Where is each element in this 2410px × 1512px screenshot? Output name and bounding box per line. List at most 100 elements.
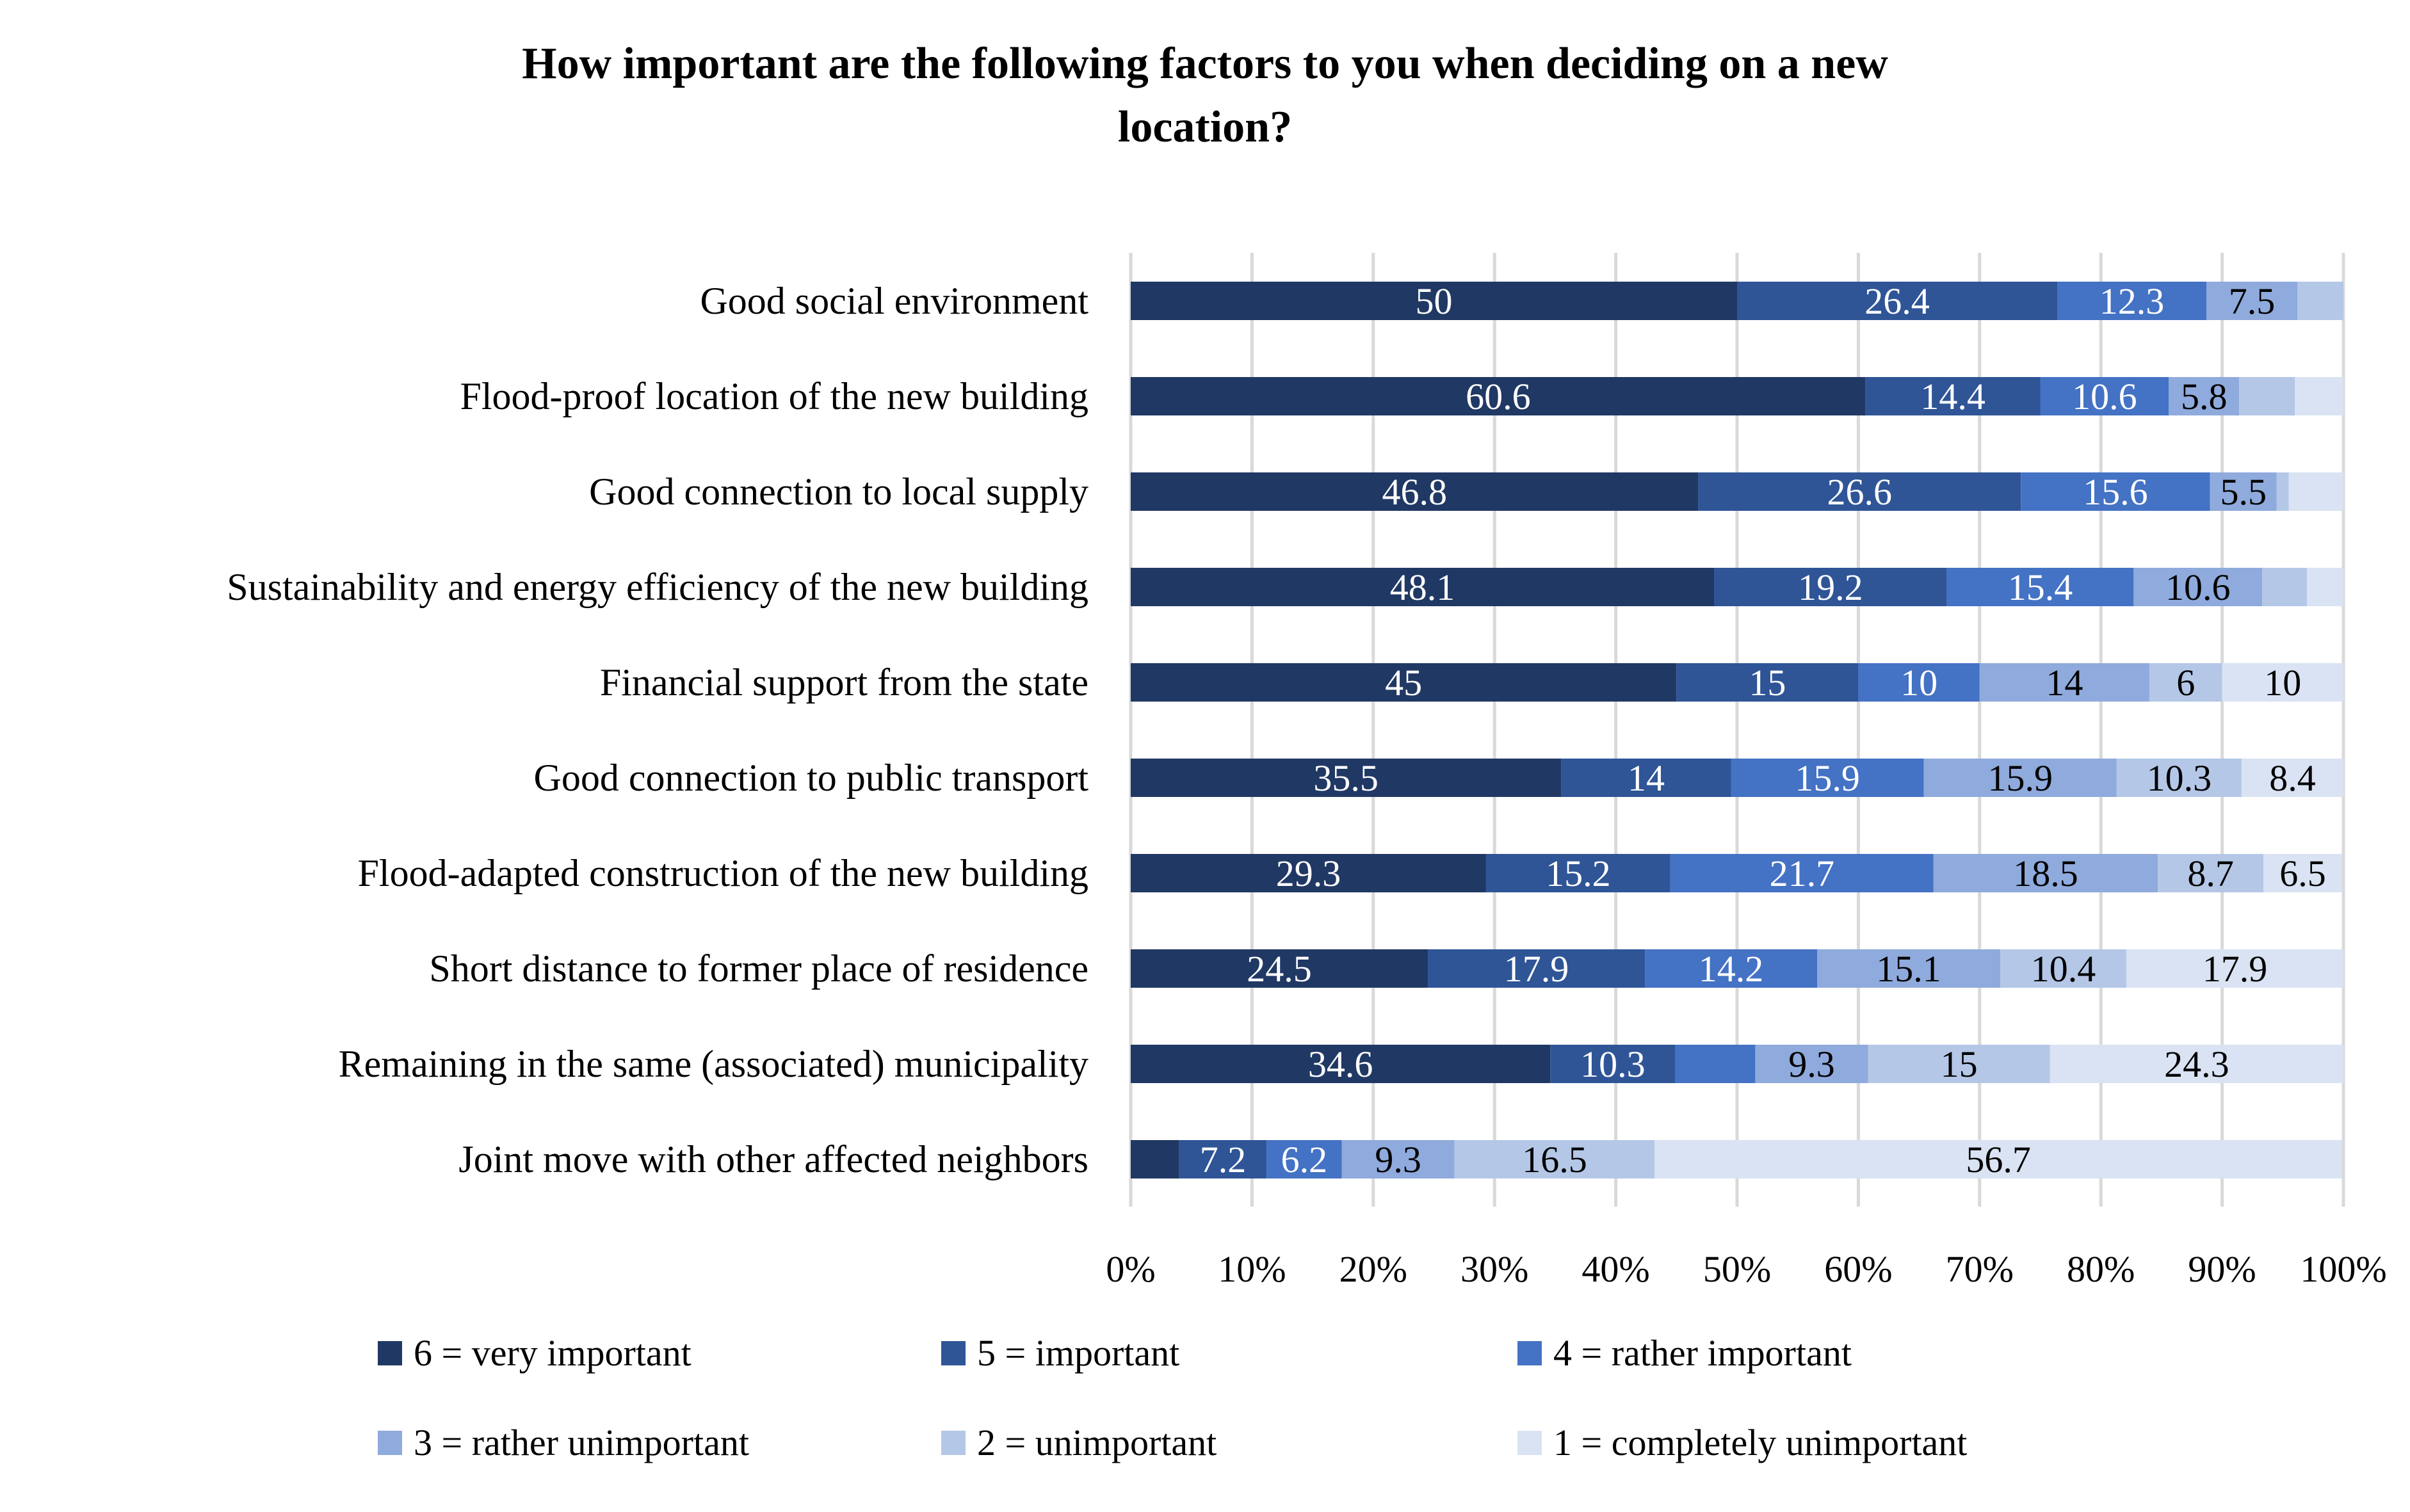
bar-segment xyxy=(2158,854,2263,892)
data-label: 10 xyxy=(1900,662,1937,704)
bar-segment xyxy=(1737,282,2058,320)
bar-segment xyxy=(2276,472,2289,511)
x-tick-label: 100% xyxy=(2300,1248,2386,1290)
bar-segment xyxy=(1817,949,2000,988)
bar-segment xyxy=(2263,854,2343,892)
legend-label: 5 = important xyxy=(977,1332,1180,1374)
data-label: 8.4 xyxy=(2269,757,2316,799)
bar-segment xyxy=(1645,949,1818,988)
x-tick-label: 0% xyxy=(1106,1248,1155,1290)
x-tick-label: 30% xyxy=(1460,1248,1528,1290)
data-label: 7.5 xyxy=(2229,280,2276,322)
legend-item: 3 = rather unimportant xyxy=(378,1421,749,1464)
category-labels: Good social environment Flood-proof locat… xyxy=(227,280,1088,1180)
legend-item: 1 = completely unimportant xyxy=(1517,1421,1967,1464)
category-label: Good connection to public transport xyxy=(534,757,1089,799)
bar-segment xyxy=(2050,1045,2343,1083)
data-label: 15.2 xyxy=(1546,853,1611,894)
bar-segment xyxy=(2000,949,2126,988)
data-label: 24.3 xyxy=(2164,1043,2229,1085)
bar-segment xyxy=(2149,663,2222,702)
chart-title-line-1: How important are the following factors … xyxy=(522,39,1888,88)
data-label: 34.6 xyxy=(1308,1043,1373,1085)
bar-segment xyxy=(1131,377,1866,415)
legend-label: 2 = unimportant xyxy=(977,1422,1217,1463)
data-label: 26.4 xyxy=(1864,280,1930,322)
data-label: 10 xyxy=(2264,662,2301,704)
bar-segment xyxy=(2040,377,2169,415)
data-label: 9.3 xyxy=(1375,1139,1421,1180)
data-label: 6.2 xyxy=(1281,1139,1328,1180)
bar-segment xyxy=(1755,1045,1868,1083)
data-label: 35.5 xyxy=(1313,757,1379,799)
chart-title-line-2: location? xyxy=(1117,102,1293,152)
data-label: 24.5 xyxy=(1247,948,1312,990)
bar-segment xyxy=(1454,1140,1655,1178)
bar-segment xyxy=(1131,854,1486,892)
bar-segment xyxy=(2057,282,2206,320)
bar-segment xyxy=(1868,1045,2050,1083)
x-tick-label: 10% xyxy=(1218,1248,1286,1290)
data-label: 6 xyxy=(2176,662,2195,704)
data-label: 45 xyxy=(1385,662,1422,704)
bars xyxy=(1131,282,2343,1178)
category-label: Remaining in the same (associated) munic… xyxy=(339,1043,1088,1085)
data-label: 18.5 xyxy=(2013,853,2078,894)
bar-segment xyxy=(2021,472,2210,511)
data-label: 17.9 xyxy=(1504,948,1569,990)
bar-segment xyxy=(1341,1140,1455,1178)
legend-item: 6 = very important xyxy=(378,1331,691,1374)
x-tick-label: 80% xyxy=(2067,1248,2135,1290)
x-tick-label: 50% xyxy=(1703,1248,1771,1290)
legend-swatch xyxy=(378,1430,402,1455)
legend-item: 4 = rather important xyxy=(1517,1331,1852,1374)
bar-segment xyxy=(1676,663,1859,702)
bar-segment xyxy=(1179,1140,1267,1178)
bar-segment xyxy=(1131,1140,1179,1178)
x-axis-tick-labels: 0% 10% 20% 30% 40% 50% 60% 70% 80% 90% 100% xyxy=(1106,1248,2386,1290)
bar-segment xyxy=(1923,759,2117,797)
data-label: 15.9 xyxy=(1987,757,2053,799)
legend-swatch xyxy=(1517,1430,1542,1455)
legend-swatch xyxy=(941,1430,966,1455)
data-label: 19.2 xyxy=(1798,567,1863,608)
legend-item: 5 = important xyxy=(941,1331,1179,1374)
bar-segment xyxy=(1550,1045,1676,1083)
bar-segment xyxy=(2297,282,2343,320)
data-label: 15.9 xyxy=(1795,757,1860,799)
bar-segment xyxy=(1131,663,1677,702)
bar-segment xyxy=(1675,1045,1756,1083)
category-label: Flood-adapted construction of the new bu… xyxy=(358,852,1088,894)
bar-segment xyxy=(2241,759,2343,797)
data-label: 8.7 xyxy=(2187,853,2234,894)
bar-segment xyxy=(1731,759,1924,797)
x-tick-label: 40% xyxy=(1581,1248,1649,1290)
data-label: 15.4 xyxy=(2008,567,2073,608)
data-label: 48.1 xyxy=(1390,567,1455,608)
x-tick-label: 20% xyxy=(1339,1248,1407,1290)
bar-segment xyxy=(1428,949,1646,988)
data-label: 15.1 xyxy=(1876,948,1941,990)
bar-segment xyxy=(1698,472,2021,511)
bar-segment xyxy=(2169,377,2240,415)
data-label: 10.6 xyxy=(2165,567,2231,608)
data-label: 17.9 xyxy=(2203,948,2268,990)
data-labels: 50 26.4 12.3 7.5 60.6 14.4 10.6 5.8 46.8 26.6 15.6… xyxy=(1200,280,2326,1180)
data-label: 46.8 xyxy=(1382,471,1447,513)
category-label: Joint move with other affected neighbors xyxy=(458,1138,1088,1180)
bar-segment xyxy=(1485,854,1670,892)
category-label: Sustainability and energy efficiency of … xyxy=(227,566,1088,608)
data-label: 12.3 xyxy=(2099,280,2165,322)
bar-segment xyxy=(1979,663,2149,702)
bar-segment xyxy=(1131,472,1699,511)
x-tick-label: 60% xyxy=(1824,1248,1892,1290)
data-label: 5.5 xyxy=(2220,471,2267,513)
bar-segment xyxy=(1654,1140,2343,1178)
data-label: 10.4 xyxy=(2031,948,2096,990)
bar-segment xyxy=(2239,377,2295,415)
data-label: 29.3 xyxy=(1276,853,1341,894)
bar-segment xyxy=(1933,854,2158,892)
category-label: Flood-proof location of the new building xyxy=(460,375,1088,417)
data-label: 14.2 xyxy=(1699,948,1764,990)
